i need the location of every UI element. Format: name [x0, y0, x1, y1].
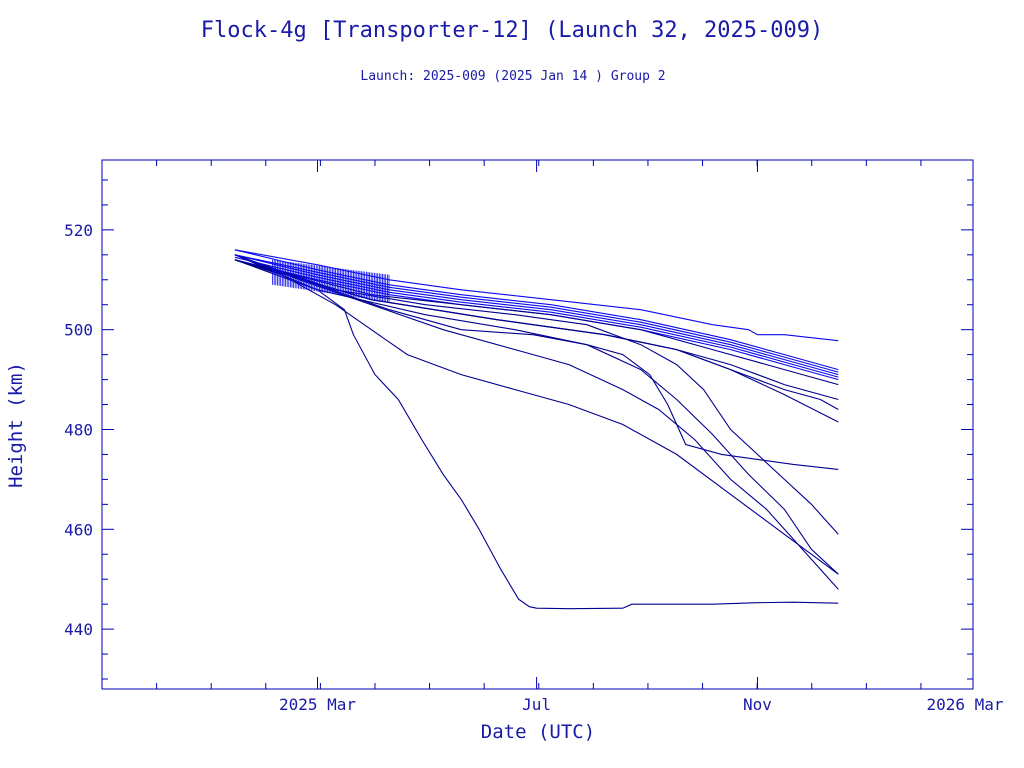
x-tick-label: 2026 Mar [926, 695, 1003, 714]
series-line-low-C [234, 254, 839, 575]
y-tick-label: 460 [64, 520, 93, 539]
series-line-tail-4 [234, 259, 839, 410]
oscillation-band [272, 259, 390, 303]
y-tick-label: 480 [64, 420, 93, 439]
series-line-band-4 [234, 254, 839, 373]
series-line-low-A [234, 254, 839, 575]
y-tick-label: 440 [64, 620, 93, 639]
y-tick-label: 500 [64, 321, 93, 340]
tick-layer: 440 460 480 500 520 2025 Mar Jul Nov 2026 Mar [64, 160, 1004, 714]
series-line-band-1 [234, 254, 839, 376]
series-layer [234, 249, 839, 610]
series-line-fast-decay [234, 259, 839, 610]
x-axis-label: Date (UTC) [481, 721, 595, 743]
x-tick-label: Jul [522, 695, 551, 714]
series-line-knee [234, 259, 839, 470]
series-line-band-5 [234, 256, 839, 378]
series-line-low-B [234, 254, 839, 590]
chart-title: Flock-4g [Transporter-12] (Launch 32, 20… [201, 18, 824, 43]
y-axis-label: Height (km) [5, 362, 27, 488]
series-line-band-3 [234, 259, 839, 381]
chart-subtitle: Launch: 2025-009 (2025 Jan 14 ) Group 2 [360, 69, 665, 84]
series-line-band-2 [234, 249, 839, 371]
series-line-tail-3 [234, 259, 839, 423]
plot-frame [101, 159, 974, 690]
series-line-top [234, 249, 839, 342]
x-tick-label: 2025 Mar [279, 695, 356, 714]
x-tick-label: Nov [743, 695, 772, 714]
series-line-low-D [234, 254, 839, 535]
series-line-tail-1 [234, 259, 839, 386]
y-tick-label: 520 [64, 221, 93, 240]
